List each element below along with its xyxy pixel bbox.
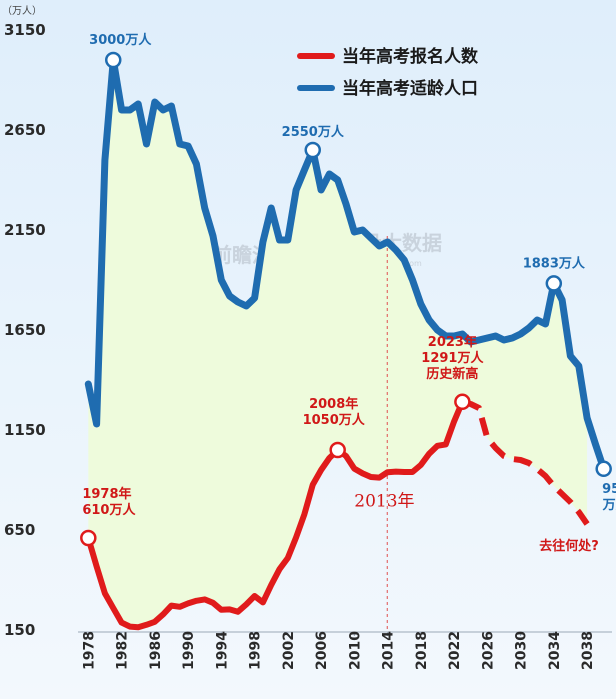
- data-point-marker: [105, 51, 122, 69]
- x-tick-label: 2022: [447, 631, 463, 670]
- data-label: 2550万人: [282, 124, 345, 140]
- legend-label-0: 当年高考报名人数: [342, 46, 479, 67]
- x-tick-label: 2010: [347, 631, 363, 670]
- data-label: 956: [602, 482, 616, 497]
- x-tick-label: 1978: [81, 631, 97, 670]
- data-label: 2008年: [309, 396, 358, 412]
- unit-label: （万人）: [2, 5, 42, 17]
- series-line-applicants-projection: [461, 398, 590, 526]
- data-label: 去往何处?: [539, 538, 599, 554]
- data-label: 1050万人: [303, 412, 366, 428]
- series-line-applicants: [85, 398, 466, 631]
- x-tick-label: 1982: [115, 631, 131, 670]
- x-tick-label: 2014: [381, 631, 397, 670]
- data-point-marker: [454, 393, 471, 411]
- reference-line-label: 2013年: [354, 492, 414, 512]
- data-point-marker: [329, 441, 346, 459]
- legend-label-1: 当年高考适龄人口: [342, 78, 478, 99]
- series-layer: [84, 56, 608, 631]
- x-tick-label: 1986: [148, 631, 164, 670]
- x-tick-label: 2018: [414, 631, 430, 670]
- x-tick-label: 2030: [514, 631, 530, 670]
- data-label: 1978年: [82, 486, 131, 502]
- x-tick-label: 2002: [281, 631, 297, 670]
- data-label: 3000万人: [89, 32, 152, 48]
- x-tick-label: 1994: [214, 631, 230, 670]
- y-tick-label: 150: [4, 621, 35, 639]
- y-tick-label: 2150: [4, 221, 46, 239]
- data-label: 2023年: [428, 334, 477, 350]
- y-tick-label: 3150: [4, 21, 46, 39]
- area-fill: [88, 60, 588, 628]
- x-tick-label: 2006: [314, 631, 330, 670]
- data-point-marker: [545, 275, 563, 292]
- data-label: 1291万人: [421, 350, 484, 366]
- data-label: 历史新高: [426, 366, 478, 382]
- y-tick-label: 1650: [4, 321, 46, 339]
- x-tick-label: 2034: [547, 631, 563, 670]
- data-point-marker: [304, 141, 321, 159]
- legend: 当年高考报名人数 当年高考适龄人口: [297, 46, 479, 99]
- y-tick-label: 650: [4, 521, 35, 539]
- x-tick-label: 1998: [248, 631, 264, 670]
- data-label: 1883万人: [523, 255, 586, 271]
- data-label: 610万人: [82, 502, 136, 518]
- y-tick-label: 2650: [4, 121, 46, 139]
- x-tick-label: 2026: [480, 631, 496, 670]
- x-tick-label: 2038: [580, 631, 596, 670]
- x-tick-label: 1990: [181, 631, 197, 670]
- data-point-marker: [595, 460, 612, 478]
- data-label: 万人: [602, 497, 616, 513]
- series-line-population: [84, 56, 608, 473]
- y-tick-label: 1150: [4, 421, 46, 439]
- axes: 150 650 1150 1650 2150 2650 3150 1978 1982 1986 19…: [4, 21, 612, 670]
- data-point-marker: [80, 529, 97, 547]
